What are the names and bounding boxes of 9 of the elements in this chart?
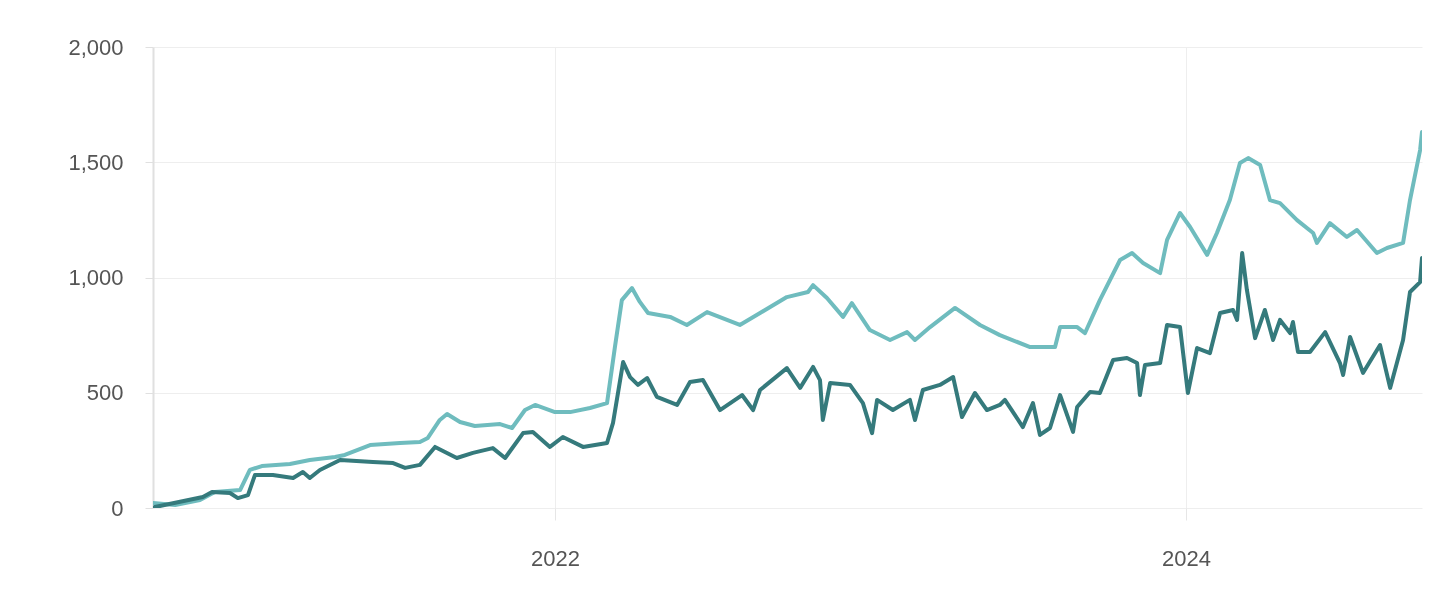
y-tick-label: 1,000 xyxy=(68,265,124,290)
line-series xyxy=(153,130,1422,507)
y-tick-label: 0 xyxy=(111,495,124,521)
x-tick-label: 2022 xyxy=(530,545,580,571)
x-tick-label: 2024 xyxy=(1162,545,1211,571)
line-series xyxy=(153,251,1422,508)
y-tick-label: 1,500 xyxy=(68,149,124,175)
y-tick-label: 2,000 xyxy=(68,34,124,60)
y-tick-label: 500 xyxy=(86,380,124,406)
